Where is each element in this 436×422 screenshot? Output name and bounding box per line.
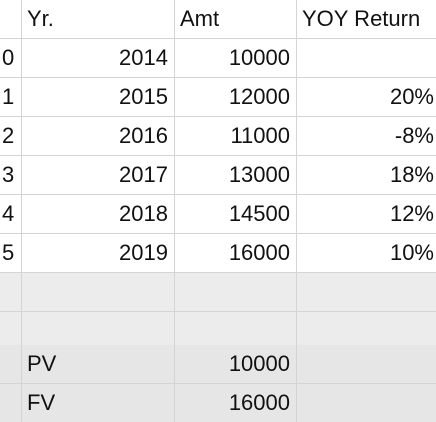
table-row: 5 2019 16000 10% (0, 234, 436, 273)
fv-row: FV 16000 (0, 384, 436, 422)
header-cell-amount[interactable]: Amt (175, 0, 297, 38)
amount-cell[interactable]: 13000 (175, 156, 297, 194)
yoy-return-cell[interactable]: 12% (389, 201, 434, 226)
year-cell[interactable]: 2015 (22, 78, 175, 116)
index-cell[interactable]: 4 (0, 195, 22, 233)
year-cell[interactable]: 2017 (22, 156, 175, 194)
table-row: 4 2018 14500 12% (0, 195, 436, 234)
year-cell[interactable]: 2018 (22, 195, 175, 233)
amount-cell[interactable]: 10000 (175, 39, 297, 77)
header-cell-yoy-return[interactable]: YOY Return (302, 6, 421, 31)
yoy-return-cell[interactable]: 20% (389, 84, 434, 109)
year-cell[interactable]: 2016 (22, 117, 175, 155)
empty-row (0, 273, 436, 312)
header-cell-year[interactable]: Yr. (22, 0, 175, 38)
year-cell[interactable]: 2019 (22, 234, 175, 272)
amount-cell[interactable]: 16000 (175, 234, 297, 272)
empty-cell[interactable] (0, 312, 22, 350)
pv-value-cell[interactable]: 10000 (175, 345, 297, 383)
empty-cell[interactable] (175, 312, 297, 350)
index-cell[interactable]: 0 (0, 39, 22, 77)
table-row: 1 2015 12000 20% (0, 78, 436, 117)
table-row: 0 2014 10000 (0, 39, 436, 78)
index-cell[interactable]: 5 (0, 234, 22, 272)
empty-cell[interactable] (22, 273, 175, 311)
header-cell-index[interactable] (0, 0, 22, 38)
yoy-return-cell[interactable]: 10% (389, 240, 434, 265)
fv-value-cell[interactable]: 16000 (175, 384, 297, 422)
pv-label-cell[interactable]: PV (22, 345, 175, 383)
amount-cell[interactable]: 12000 (175, 78, 297, 116)
fv-label-cell[interactable]: FV (22, 384, 175, 422)
amount-cell[interactable]: 14500 (175, 195, 297, 233)
empty-cell[interactable] (297, 273, 436, 311)
yoy-return-cell[interactable]: -8% (394, 123, 434, 148)
year-cell[interactable]: 2014 (22, 39, 175, 77)
index-cell[interactable]: 2 (0, 117, 22, 155)
pv-row: PV 10000 (0, 345, 436, 384)
empty-cell[interactable] (0, 273, 22, 311)
empty-cell[interactable] (297, 345, 436, 383)
index-cell[interactable]: 3 (0, 156, 22, 194)
empty-cell[interactable] (0, 384, 22, 422)
table-row: 3 2017 13000 18% (0, 156, 436, 195)
empty-cell[interactable] (22, 312, 175, 350)
header-row: Yr. Amt YOY Return (0, 0, 436, 39)
index-cell[interactable]: 1 (0, 78, 22, 116)
yoy-return-cell[interactable] (297, 39, 436, 77)
table-row: 2 2016 11000 -8% (0, 117, 436, 156)
empty-cell[interactable] (297, 384, 436, 422)
amount-cell[interactable]: 11000 (175, 117, 297, 155)
empty-cell[interactable] (0, 345, 22, 383)
yoy-return-cell[interactable]: 18% (389, 162, 434, 187)
empty-cell[interactable] (175, 273, 297, 311)
